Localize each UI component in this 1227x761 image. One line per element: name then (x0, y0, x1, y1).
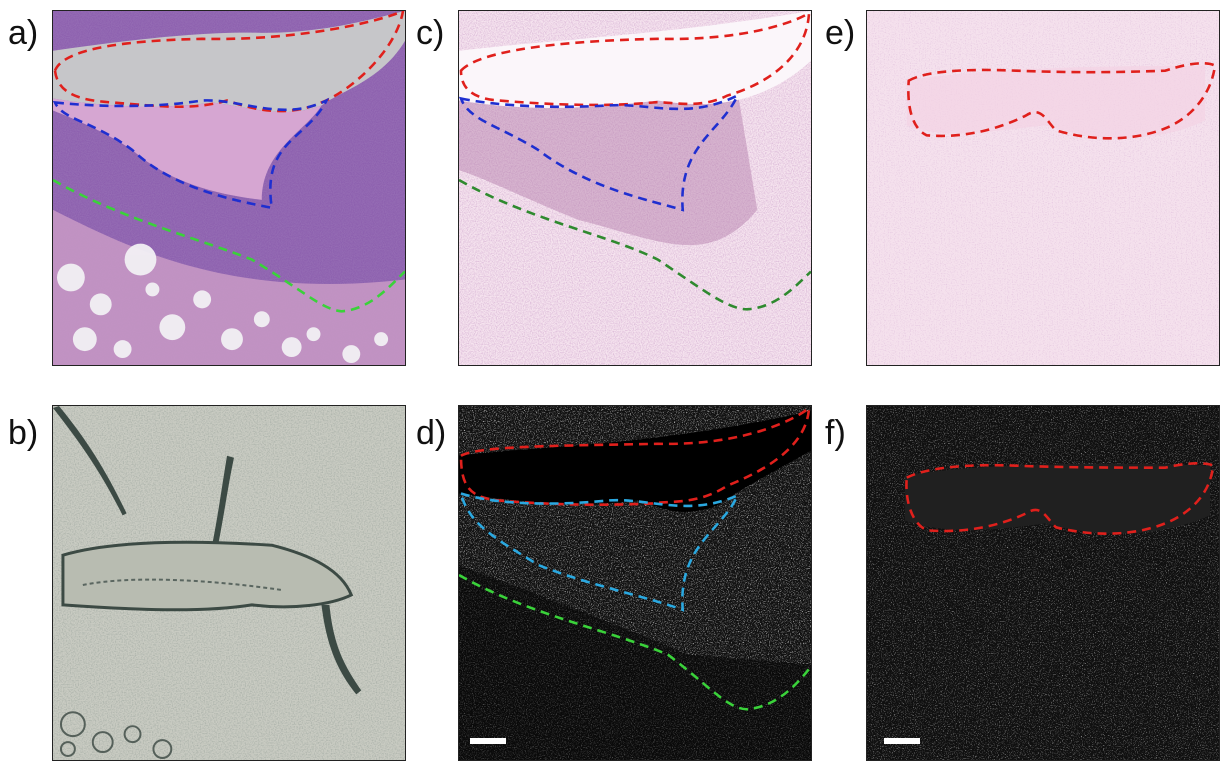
panel-d-label: d) (416, 414, 447, 452)
panel-b-unstained-image (52, 405, 406, 761)
panel-f-processed-image (866, 405, 1220, 761)
panel-c-stained-image (458, 10, 812, 366)
scale-bar (470, 738, 506, 744)
panel-a-he-image (52, 10, 406, 366)
scale-bar (884, 738, 920, 744)
panel-b-label: b) (8, 414, 39, 452)
panel-f-label: f) (825, 414, 846, 452)
panel-d-processed-image (458, 405, 812, 761)
panel-e-stained-image (866, 10, 1220, 366)
panel-e-label: e) (825, 14, 856, 52)
panel-c-label: c) (416, 14, 445, 52)
panel-a-label: a) (8, 14, 39, 52)
